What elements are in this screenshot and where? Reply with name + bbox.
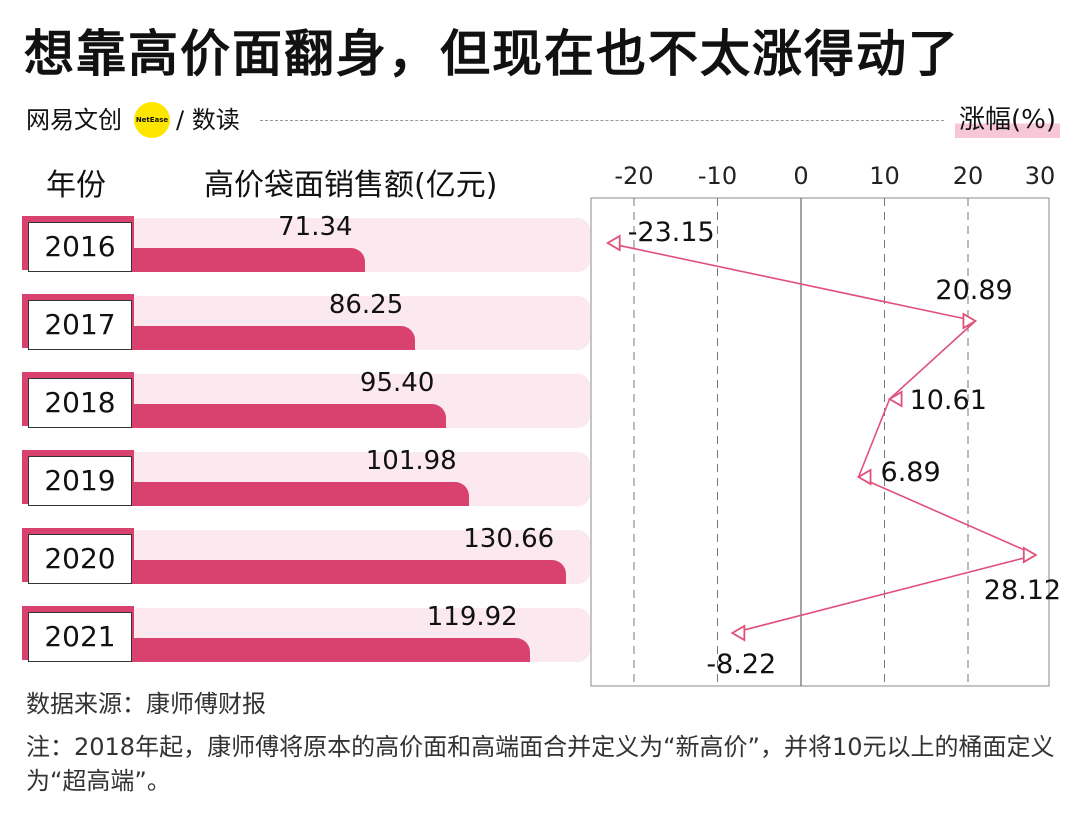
- brand-logo: NetEase: [134, 102, 170, 138]
- bar-value-2020: 130.66: [463, 524, 555, 554]
- growth-label-2017: 20.89: [935, 275, 1012, 306]
- bar-value-2018: 95.40: [359, 368, 435, 398]
- bar-value-2017: 86.25: [328, 290, 404, 320]
- tick-label-0: 0: [793, 162, 808, 190]
- pct-axis-title: 涨幅(%): [955, 102, 1060, 138]
- point-2016: [605, 234, 621, 252]
- growth-label-2016: -23.15: [628, 217, 715, 248]
- bar-row-2017: 2017 86.25: [22, 290, 590, 350]
- growth-label-2018: 10.61: [910, 385, 987, 416]
- bar-2019: [122, 482, 469, 506]
- year-label-2019: 2019: [28, 456, 132, 506]
- year-label-2021: 2021: [28, 612, 132, 662]
- tick-label-20: 20: [953, 162, 984, 190]
- year-column-header: 年份: [46, 168, 106, 203]
- data-source: 数据来源：康师傅财报: [26, 690, 266, 718]
- bar-2020: [122, 560, 567, 584]
- footnote: 注：2018年起，康师傅将原本的高价面和高端面合并定义为“新高价”，并将10元以…: [26, 733, 1055, 795]
- line-segment: [857, 398, 891, 478]
- point-2020: [1022, 546, 1038, 564]
- tick-label-30: 30: [1025, 162, 1056, 190]
- growth-line-chart: -20 -10 0 10 20 30 -23.15 20.89 10.61 6.89 28.12 -8…: [590, 162, 1060, 687]
- header-divider: [260, 120, 944, 121]
- point-2018: [887, 390, 903, 408]
- brand-name: 网易文创: [26, 106, 122, 134]
- bar-value-2021: 119.92: [426, 602, 518, 632]
- bar-2018: [122, 404, 447, 428]
- plot-frame: [590, 197, 1050, 687]
- year-label-2020: 2020: [28, 534, 132, 584]
- line-segment: [607, 242, 976, 322]
- line-segment: [889, 320, 976, 400]
- bar-row-2021: 2021 119.92: [22, 602, 590, 662]
- year-label-2016: 2016: [28, 222, 132, 272]
- tick-label-10: 10: [869, 162, 900, 190]
- growth-label-2019: 6.89: [881, 457, 941, 488]
- bar-row-2019: 2019 101.98: [22, 446, 590, 506]
- tick-label--20: -20: [614, 162, 653, 190]
- chart-title: 想靠高价面翻身，但现在也不太涨得动了: [24, 25, 960, 83]
- bar-value-2016: 71.34: [278, 212, 353, 242]
- bar-value-2019: 101.98: [365, 446, 457, 476]
- line-segment: [858, 476, 1037, 556]
- year-label-2018: 2018: [28, 378, 132, 428]
- bar-row-2018: 2018 95.40: [22, 368, 590, 428]
- point-2019: [856, 468, 872, 486]
- year-label-2017: 2017: [28, 300, 132, 350]
- growth-label-2020: 28.12: [984, 575, 1060, 606]
- brand-sub: / 数读: [176, 106, 240, 134]
- bar-2016: [122, 248, 365, 272]
- bar-2021: [122, 638, 530, 662]
- bar-row-2020: 2020 130.66: [22, 524, 590, 584]
- growth-label-2021: -8.22: [706, 649, 776, 680]
- sales-column-header: 高价袋面销售额(亿元): [204, 168, 498, 203]
- tick-label--10: -10: [698, 162, 737, 190]
- point-2017: [962, 312, 978, 330]
- bar-2017: [122, 326, 416, 350]
- bar-row-2016: 2016 71.34: [22, 212, 590, 272]
- point-2021: [730, 624, 746, 642]
- line-segment: [732, 554, 1037, 634]
- brand-row: 网易文创 NetEase / 数读 涨幅(%): [26, 102, 1060, 138]
